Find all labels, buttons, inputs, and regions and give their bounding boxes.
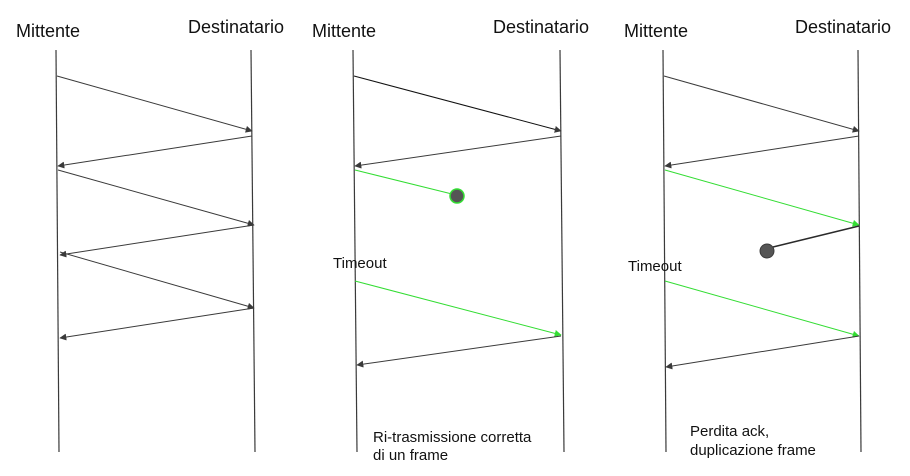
panel-1-frame-2-arrow (57, 169, 255, 227)
panel-2-lost-frame-line (354, 169, 453, 195)
panel-2-timeout-label: Timeout (333, 255, 387, 272)
panel-2-caption-line-1: Ri-trasmissione corretta (373, 429, 532, 446)
panel-2-caption-line-2: di un frame (373, 447, 448, 464)
panel-3-timeout-label: Timeout (628, 258, 682, 275)
panel-3-sender-label: Mittente (624, 21, 688, 41)
panel-2-sender-label: Mittente (312, 21, 376, 41)
panel-2-frame-1-arrow (353, 75, 562, 133)
panel-1-receiver-lifeline (250, 49, 256, 453)
panel-2-sender-lifeline (352, 49, 358, 453)
panel-1-sender-label: Mittente (16, 21, 80, 41)
panel-3-frame-1-arrow (663, 75, 860, 133)
panel-2-retransmitted-frame-arrow (354, 280, 562, 337)
panel-1-frame-3-arrow (59, 251, 255, 310)
panel-2-receiver-lifeline (559, 49, 565, 453)
panel-1-ack-2-arrow (59, 224, 255, 258)
panel-3-duplicate-frame-arrow (664, 280, 860, 338)
panel-1-normal-exchange: Mittente Destinatario (16, 17, 284, 453)
panel-2-receiver-label: Destinatario (493, 17, 589, 37)
panel-1-ack-1-arrow (57, 135, 253, 169)
panel-1-sender-lifeline (55, 49, 60, 453)
panel-3-receiver-lifeline (857, 49, 862, 453)
panel-3-frame-2-arrow (664, 169, 860, 227)
panel-2-ack-1-arrow (354, 135, 562, 169)
panel-2-frame-lost-marker (449, 188, 465, 204)
panel-3-caption-line-2: duplicazione frame (690, 442, 816, 459)
panel-3-ack-lost-marker (759, 243, 775, 259)
panel-3-lost-ack-line (772, 225, 860, 248)
panel-3-caption-line-1: Perdita ack, (690, 423, 769, 440)
panel-2-ack-2-arrow (356, 335, 562, 368)
panel-1-ack-3-arrow (59, 307, 255, 341)
panel-2-frame-retransmission: Mittente Destinatario Timeout Ri-trasmis… (312, 17, 589, 464)
panel-3-ack-lost-duplicate: Mittente Destinatario Timeout Perdita ac… (624, 17, 891, 459)
panel-1-receiver-label: Destinatario (188, 17, 284, 37)
panel-3-ack-1-arrow (664, 135, 860, 169)
panel-3-sender-lifeline (662, 49, 667, 453)
panel-1-frame-1-arrow (56, 75, 253, 133)
panel-3-ack-2-arrow (665, 335, 860, 370)
panel-3-receiver-label: Destinatario (795, 17, 891, 37)
